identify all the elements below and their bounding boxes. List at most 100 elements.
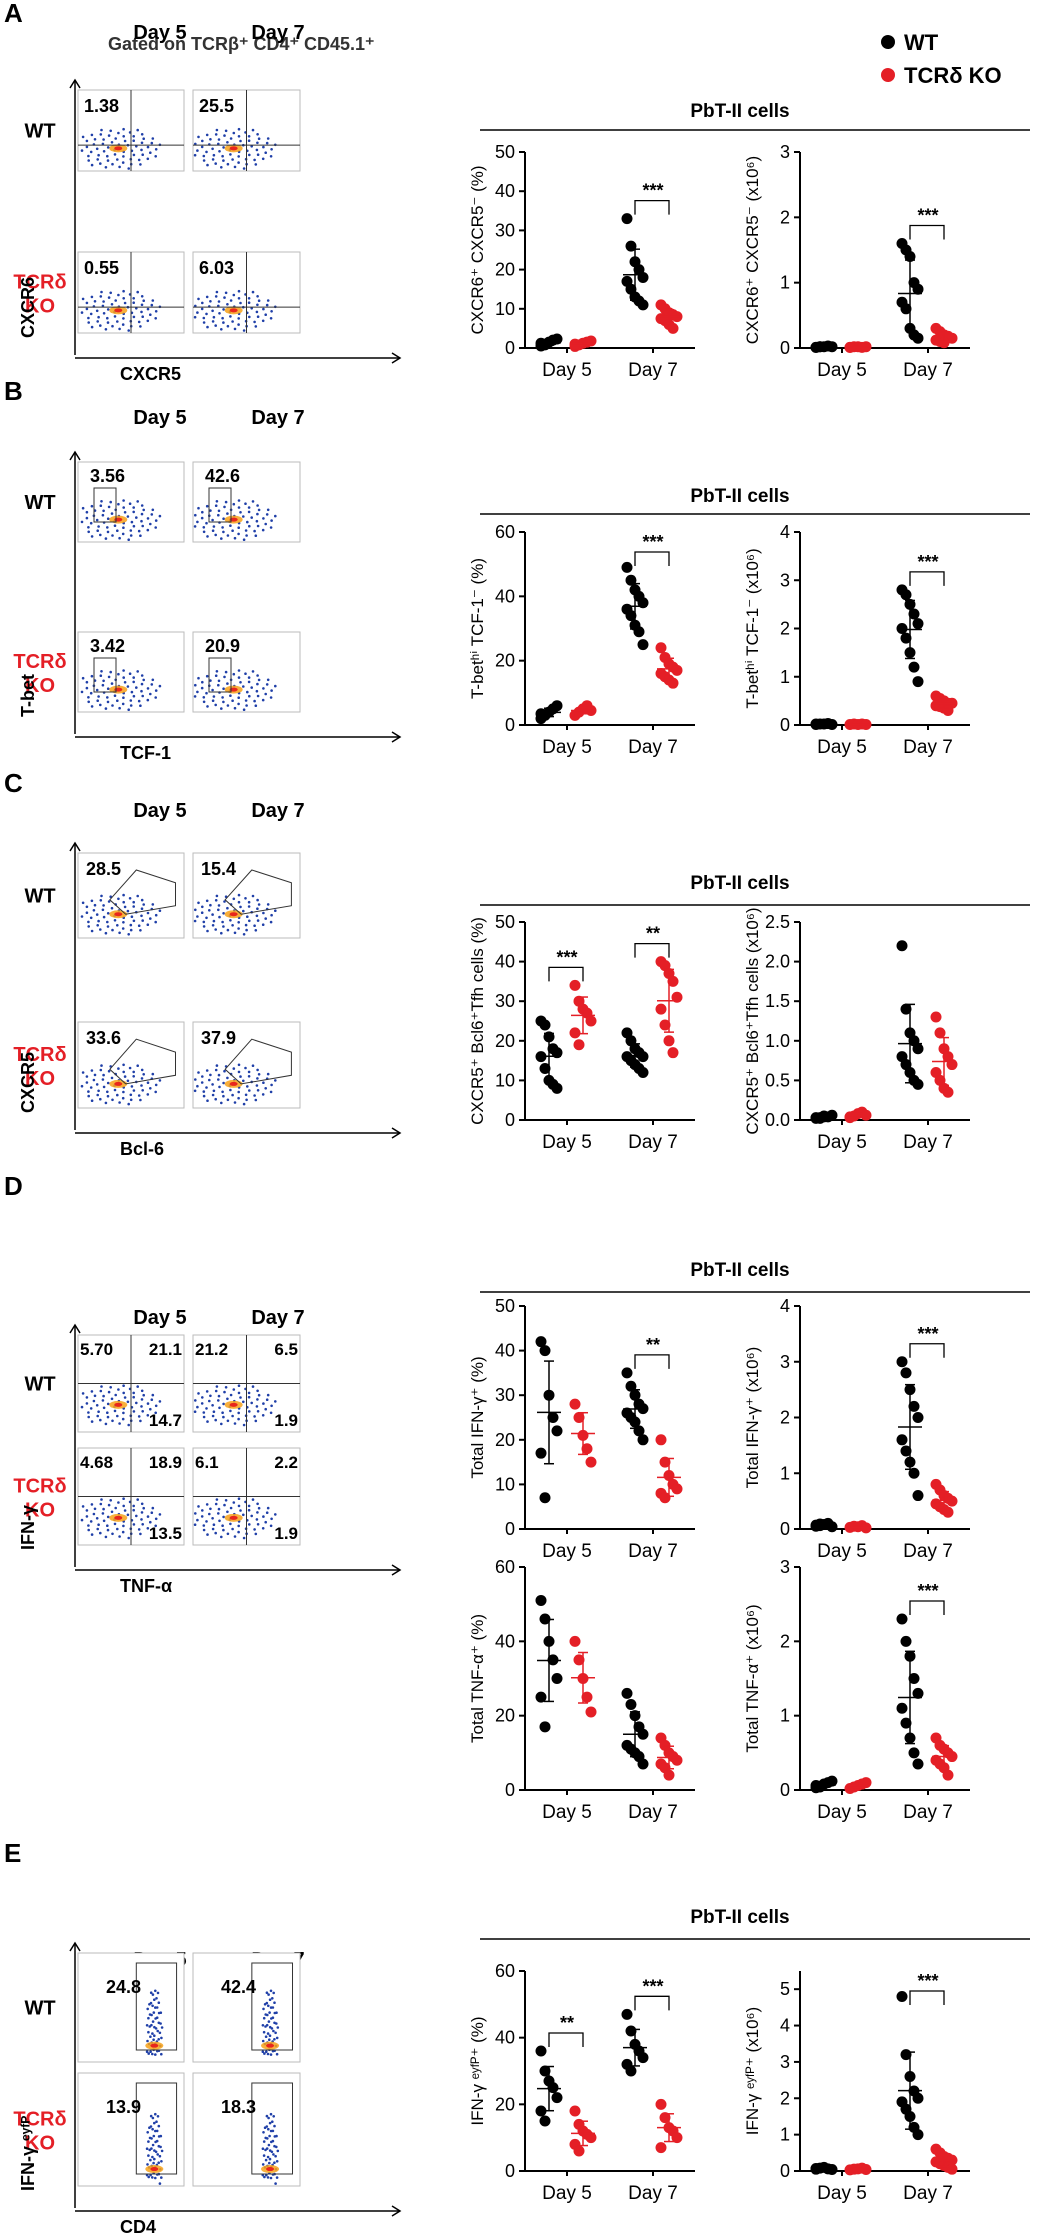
- flow-event: [113, 153, 117, 156]
- flow-event: [89, 1407, 93, 1410]
- flow-event: [145, 2024, 149, 2027]
- flow-event: [211, 147, 214, 151]
- group-title: PbT-II cells: [690, 1260, 789, 1281]
- flow-event: [222, 321, 225, 324]
- flow-event: [247, 1504, 251, 1508]
- flow-event: [117, 131, 120, 135]
- y-axis-title: CXCR5⁺ Bcl6⁺Tfh cells (%): [468, 917, 487, 1125]
- flow-event: [132, 506, 135, 509]
- flow-event: [101, 908, 105, 912]
- flow-event: [102, 915, 106, 919]
- flow-event: [110, 141, 114, 144]
- flow-event: [99, 1389, 103, 1393]
- flow-event: [156, 1991, 160, 1995]
- y-tick-label: 2: [780, 619, 790, 639]
- flow-event: [150, 1398, 154, 1401]
- y-axis-title: CXCR5⁺ Bcl6⁺Tfh cells (x10⁶): [743, 907, 762, 1134]
- flow-event: [264, 917, 268, 920]
- flow-event: [92, 909, 96, 912]
- flow-event: [256, 919, 260, 922]
- flow-event: [193, 1089, 197, 1093]
- flow-event: [237, 526, 240, 529]
- flow-event: [206, 325, 209, 329]
- flow-event: [117, 1067, 120, 1070]
- flow-event: [273, 2124, 276, 2128]
- flow-event: [95, 518, 99, 522]
- flow-event: [147, 2030, 150, 2034]
- flow-event: [146, 145, 150, 149]
- flow-event: [97, 1089, 100, 1093]
- y-tick-label: 1: [780, 2125, 790, 2145]
- flow-event: [128, 1066, 132, 1070]
- flow-event: [226, 512, 229, 515]
- flow-event: [256, 524, 260, 528]
- flow-event: [217, 300, 221, 303]
- flow-event: [251, 894, 255, 898]
- flow-event: [196, 915, 199, 918]
- flow-event: [97, 919, 100, 923]
- flow-event: [117, 502, 120, 506]
- flow-event: [274, 684, 277, 688]
- data-point: [908, 1673, 920, 1684]
- flow-event: [254, 534, 258, 537]
- flow-event: [92, 1078, 96, 1082]
- data-point: [621, 1367, 633, 1379]
- flow-event: [80, 520, 84, 524]
- flow-event: [264, 1407, 268, 1411]
- flow-event: [264, 2025, 267, 2028]
- flow-event: [242, 515, 245, 518]
- data-point: [826, 1521, 838, 1533]
- flow-event: [202, 1528, 206, 1532]
- flow-event: [116, 529, 119, 532]
- flow-event: [214, 674, 218, 677]
- flow-event: [104, 1422, 108, 1426]
- flow-event: [132, 1504, 135, 1508]
- flow-event: [93, 903, 97, 907]
- flow-event: [205, 899, 209, 903]
- flow-event: [152, 2134, 156, 2138]
- data-point: [655, 642, 667, 654]
- flow-event: [136, 128, 139, 132]
- flow-event: [141, 315, 144, 319]
- flow-event: [256, 674, 259, 677]
- flow-event: [265, 1398, 269, 1401]
- flow-event: [268, 2134, 271, 2138]
- flow-event: [245, 928, 248, 932]
- flow-event: [214, 1389, 218, 1393]
- flow-event: [81, 506, 85, 510]
- flow-event: [250, 145, 253, 148]
- flow-event: [200, 145, 204, 149]
- flow-event: [269, 1989, 273, 1993]
- data-point: [900, 1445, 912, 1457]
- flow-event: [194, 683, 197, 687]
- flow-event: [121, 1417, 125, 1421]
- flow-event: [264, 1087, 268, 1090]
- flow-event: [206, 163, 209, 167]
- flow-event: [245, 704, 248, 707]
- flow-event: [229, 1393, 233, 1397]
- flow-event: [220, 328, 223, 331]
- flow-event: [231, 158, 234, 161]
- flow-event: [242, 1536, 246, 1540]
- y-tick-label: 30: [495, 1385, 515, 1405]
- flow-event: [255, 1518, 259, 1521]
- flow-event: [217, 1078, 220, 1081]
- flow-event: [254, 1532, 258, 1536]
- flow-event: [80, 1084, 84, 1088]
- x-tick-label: Day 5: [542, 1802, 592, 1823]
- flow-event: [154, 1517, 158, 1521]
- flow-event: [220, 931, 223, 935]
- flow-event: [89, 916, 93, 920]
- flow-event: [254, 929, 258, 932]
- flow-event: [90, 705, 94, 708]
- flow-event: [246, 690, 249, 694]
- flow-event: [211, 529, 215, 532]
- data-point: [535, 1336, 547, 1348]
- flow-event: [151, 2143, 155, 2147]
- flow-event: [85, 516, 89, 520]
- flow-event: [110, 906, 114, 910]
